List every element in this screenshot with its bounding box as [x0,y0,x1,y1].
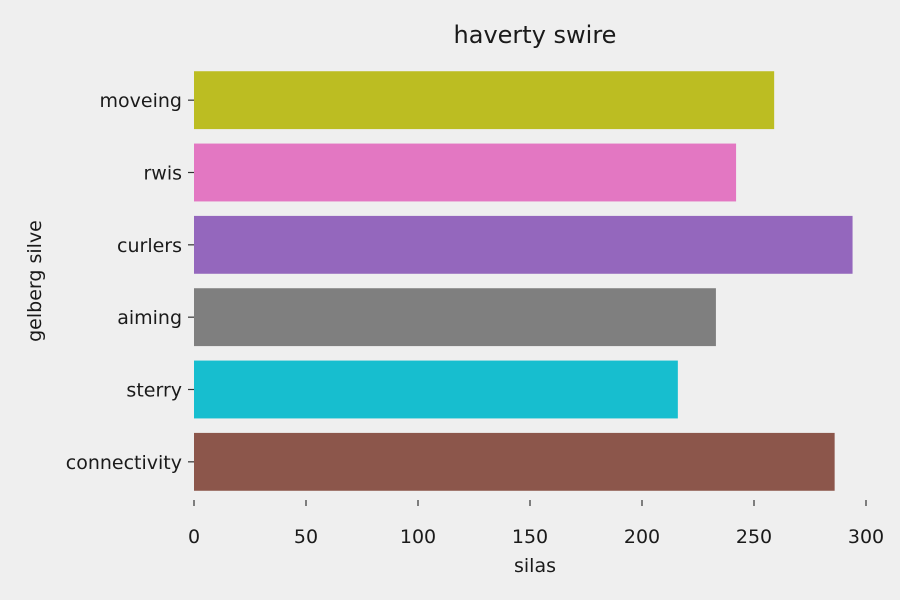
bar-aiming [194,288,716,347]
y-tick-label: curlers [117,235,182,257]
y-tick-label: sterry [126,380,182,402]
x-tick-label: 200 [624,526,660,548]
bar-moveing [194,71,775,130]
x-tick-label: 150 [512,526,548,548]
y-tick-label: rwis [143,163,182,185]
bar-rwis [194,143,737,202]
x-axis-label: silas [514,555,556,577]
x-tick-label: 300 [848,526,884,548]
bar-connectivity [194,432,835,491]
bar-sterry [194,360,678,419]
x-tick-label: 100 [400,526,436,548]
y-tick-label: moveing [100,90,182,112]
x-tick-label: 50 [294,526,318,548]
y-axis-ticks: moveing rwis curlers aiming sterry connectivi… [66,90,194,474]
x-tick-label: 0 [188,526,200,548]
chart-title: haverty swire [454,21,617,49]
bar-curlers [194,215,853,274]
y-axis-label: gelberg silve [24,220,46,342]
y-tick-label: aiming [117,307,182,329]
bars-group [194,71,853,491]
x-tick-label: 250 [736,526,772,548]
y-tick-label: connectivity [66,452,182,474]
x-axis-ticks: 0 50 100 150 200 250 300 [188,500,884,548]
